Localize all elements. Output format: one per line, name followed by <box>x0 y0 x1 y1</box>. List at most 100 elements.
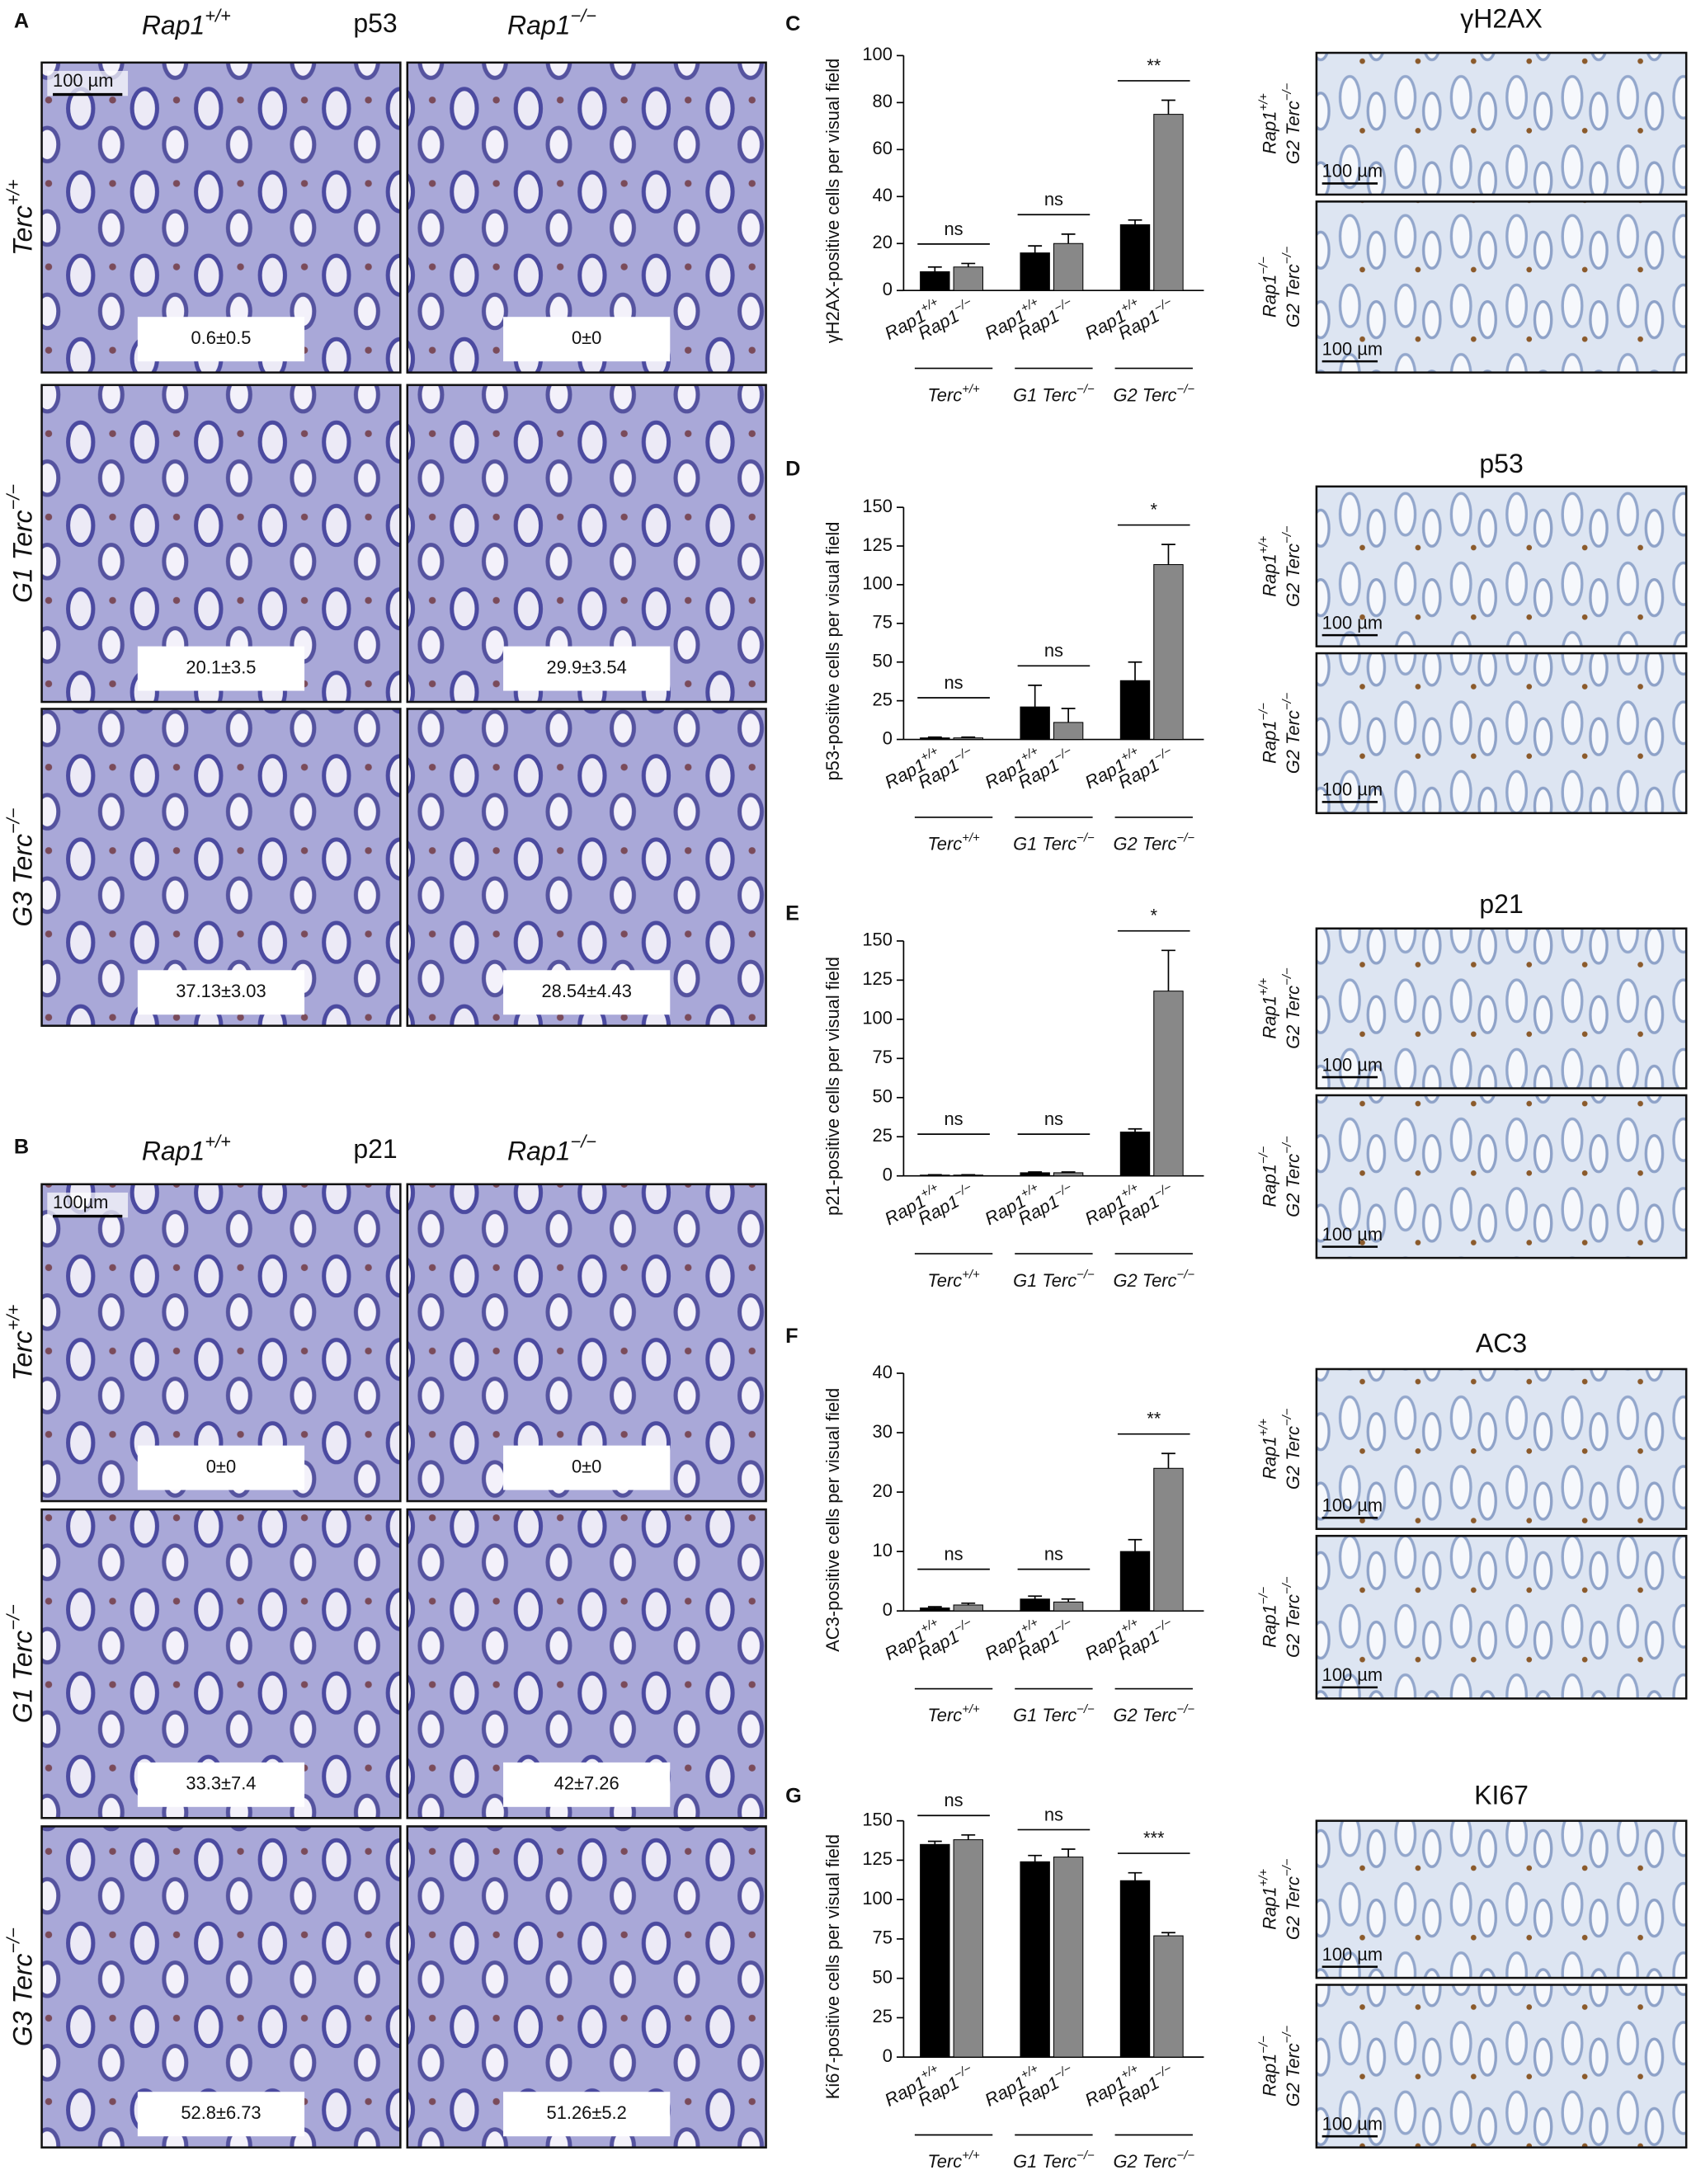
error-bar <box>1128 219 1142 225</box>
error-bar <box>1028 245 1043 253</box>
row-background-sup: −/− <box>1281 967 1294 986</box>
row-background-base: G2 Terc <box>1283 986 1303 1049</box>
error-bar <box>1061 1598 1076 1603</box>
y-tick-label: 0 <box>883 2045 893 2066</box>
column-header-sup: −/− <box>571 1132 596 1152</box>
y-tick-label: 0 <box>883 279 893 299</box>
y-axis-label: Ki67-positive cells per visual field <box>822 1834 843 2099</box>
y-axis-label: p53-positive cells per visual field <box>822 522 843 781</box>
x-group-label: G2 Terc−/− <box>1113 2149 1194 2172</box>
significance-label: ns <box>1044 1804 1063 1824</box>
y-tick-label: 25 <box>873 689 893 709</box>
row-label-base: Terc <box>8 1330 38 1381</box>
value-box <box>503 1445 671 1490</box>
error-bar <box>961 262 976 267</box>
error-bar <box>1128 1127 1142 1132</box>
row-label: Terc+/+ <box>3 1305 38 1381</box>
x-group-label: G1 Terc−/− <box>1013 1703 1095 1725</box>
column-header: Rap1−/− <box>507 6 596 40</box>
y-tick-label: 75 <box>873 1047 893 1067</box>
row-label: G3 Terc−/− <box>3 1927 38 2046</box>
row-genotype-sup: −/− <box>1257 2036 1270 2054</box>
error-bar <box>1028 1854 1043 1862</box>
x-group-label-base: Terc <box>927 384 962 405</box>
column-header: Rap1−/− <box>507 1132 596 1166</box>
row-background: G2 Terc−/− <box>1281 1408 1303 1490</box>
x-group-label-sup: −/− <box>1076 383 1095 396</box>
row-genotype: Rap1+/+ <box>1257 93 1279 154</box>
row-background-base: G2 Terc <box>1283 101 1303 164</box>
micrograph <box>1315 1094 1688 1259</box>
y-tick-label: 100 <box>862 1008 893 1028</box>
x-group-label-base: G2 Terc <box>1113 384 1176 405</box>
row-background-base: G2 Terc <box>1283 1426 1303 1490</box>
bar <box>920 271 950 291</box>
bar <box>920 737 950 741</box>
row-label-sup: +/+ <box>3 1305 24 1330</box>
value-label: 52.8±6.73 <box>181 2102 261 2123</box>
row-background: G2 Terc−/− <box>1281 2025 1303 2106</box>
y-tick-label: 125 <box>862 1848 893 1869</box>
value-label: 51.26±5.2 <box>547 2102 627 2123</box>
row-genotype-base: Rap1 <box>1259 996 1279 1038</box>
row-genotype-base: Rap1 <box>1259 1886 1279 1929</box>
row-genotype-sup: +/+ <box>1257 977 1270 996</box>
scale-label: 100 µm <box>1322 1495 1383 1516</box>
x-group-label: G1 Terc−/− <box>1013 1269 1095 1291</box>
scale-bg <box>47 70 129 96</box>
row-genotype-base: Rap1 <box>1259 275 1279 318</box>
panel-label: B <box>14 1136 29 1159</box>
row-label: G3 Terc−/− <box>3 808 38 927</box>
row-background: G2 Terc−/− <box>1281 1576 1303 1658</box>
error-bar <box>1128 1871 1142 1881</box>
row-genotype: Rap1−/− <box>1257 2036 1279 2097</box>
micrograph <box>1315 652 1688 815</box>
y-tick-label: 150 <box>862 1809 893 1829</box>
y-axis-label: p21-positive cells per visual field <box>822 957 843 1216</box>
error-bar <box>1161 949 1175 991</box>
y-tick-label: 30 <box>873 1421 893 1442</box>
y-tick-label: 40 <box>873 185 893 205</box>
value-box <box>503 1762 671 1807</box>
value-label: 0.6±0.5 <box>191 327 252 348</box>
y-tick-label: 25 <box>873 2006 893 2026</box>
column-header: Rap1+/+ <box>142 1132 231 1166</box>
micrograph-title: p53 <box>1479 449 1523 478</box>
y-tick-label: 125 <box>862 534 893 555</box>
row-genotype-base: Rap1 <box>1259 721 1279 764</box>
x-group-label-base: G1 Terc <box>1013 1705 1076 1725</box>
micrograph <box>1315 927 1688 1090</box>
row-label-sup: −/− <box>3 1927 24 1953</box>
bar <box>1119 680 1151 741</box>
row-background-base: G2 Terc <box>1283 710 1303 774</box>
scale-label: 100 µm <box>1322 338 1383 359</box>
row-genotype-base: Rap1 <box>1259 1604 1279 1647</box>
value-label: 29.9±3.54 <box>547 657 627 677</box>
x-group-label: G1 Terc−/− <box>1013 832 1095 854</box>
x-group-label-sup: +/+ <box>962 1703 980 1716</box>
column-header-base: Rap1 <box>507 11 571 40</box>
x-group-label-sup: +/+ <box>962 2149 980 2163</box>
scale-bg <box>47 1192 129 1218</box>
error-bar <box>1061 1848 1076 1857</box>
scale-label: 100µm <box>53 1192 108 1212</box>
significance-label: * <box>1150 906 1157 926</box>
value-label: 0±0 <box>572 327 601 348</box>
error-bar <box>1061 233 1076 244</box>
value-box <box>503 970 671 1015</box>
panel-label: D <box>785 457 800 480</box>
error-bar <box>961 1833 976 1840</box>
error-bar <box>1061 1171 1076 1173</box>
row-genotype: Rap1−/− <box>1257 1146 1279 1207</box>
row-label-base: G3 Terc <box>8 1953 38 2046</box>
scale-label: 100 µm <box>1322 1664 1383 1685</box>
error-bar <box>927 266 942 272</box>
significance-label: ns <box>1044 1544 1063 1565</box>
bar <box>1053 242 1084 291</box>
x-group-label-sup: −/− <box>1177 1269 1195 1282</box>
panel-label: F <box>785 1325 798 1348</box>
error-bar <box>1128 661 1142 681</box>
y-tick-label: 20 <box>873 1480 893 1501</box>
x-group-label-sup: −/− <box>1076 1269 1095 1282</box>
